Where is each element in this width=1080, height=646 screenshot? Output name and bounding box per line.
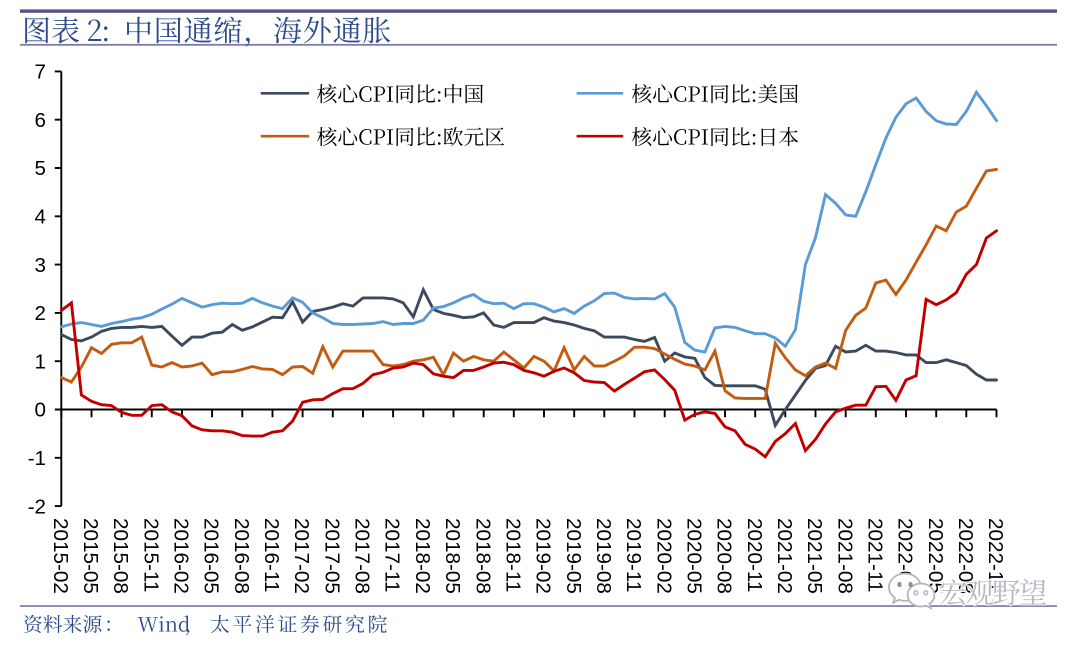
svg-text:2017-05: 2017-05 [320, 518, 343, 594]
svg-text:2019-11: 2019-11 [622, 518, 645, 592]
svg-text:2018-11: 2018-11 [501, 518, 524, 592]
svg-text:2015-02: 2015-02 [49, 518, 72, 594]
svg-text:2019-08: 2019-08 [592, 518, 615, 594]
svg-text:6: 6 [35, 109, 46, 132]
svg-text:3: 3 [35, 254, 46, 277]
svg-text:5: 5 [35, 157, 46, 180]
svg-text:2016-08: 2016-08 [230, 518, 253, 594]
svg-text:2015-08: 2015-08 [109, 518, 132, 594]
svg-text:2: 2 [35, 302, 46, 325]
svg-text:2022-11: 2022-11 [984, 518, 1007, 592]
svg-text:2016-11: 2016-11 [260, 518, 283, 592]
svg-text:2018-02: 2018-02 [411, 518, 434, 594]
svg-text:2016-02: 2016-02 [170, 518, 193, 594]
svg-text:2017-11: 2017-11 [381, 518, 404, 592]
svg-text:2021-05: 2021-05 [803, 518, 826, 594]
svg-text:7: 7 [35, 61, 46, 84]
svg-text:0: 0 [35, 399, 46, 422]
svg-text:2015-11: 2015-11 [139, 518, 162, 592]
svg-text:-1: -1 [28, 447, 46, 470]
svg-text:2016-05: 2016-05 [200, 518, 223, 594]
svg-text:2022-08: 2022-08 [954, 518, 977, 594]
svg-text:2017-08: 2017-08 [351, 518, 374, 594]
svg-text:2020-02: 2020-02 [652, 518, 675, 594]
svg-text:2022-05: 2022-05 [924, 518, 947, 594]
svg-text:2018-05: 2018-05 [441, 518, 464, 594]
svg-text:2020-08: 2020-08 [713, 518, 736, 594]
svg-text:2020-05: 2020-05 [682, 518, 705, 594]
svg-text:2019-05: 2019-05 [562, 518, 585, 594]
svg-text:2019-02: 2019-02 [532, 518, 555, 594]
svg-text:4: 4 [35, 206, 46, 229]
svg-text:-2: -2 [28, 495, 46, 518]
svg-text:2018-08: 2018-08 [471, 518, 494, 594]
svg-text:2017-02: 2017-02 [290, 518, 313, 594]
svg-text:2021-08: 2021-08 [833, 518, 856, 594]
svg-text:2021-11: 2021-11 [863, 518, 886, 592]
svg-text:2021-02: 2021-02 [773, 518, 796, 594]
svg-text:2020-11: 2020-11 [743, 518, 766, 592]
svg-text:2015-05: 2015-05 [79, 518, 102, 594]
svg-text:1: 1 [35, 350, 46, 373]
